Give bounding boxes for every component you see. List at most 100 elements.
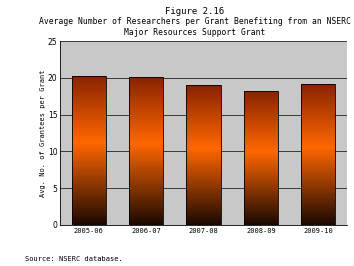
Bar (186, 176, 221, 177)
Bar (301, 183, 336, 184)
Bar (244, 190, 278, 191)
Bar (244, 172, 278, 173)
Bar (129, 147, 164, 148)
Bar (72, 189, 106, 190)
Bar (244, 202, 278, 203)
Bar (244, 132, 278, 133)
Bar (301, 149, 336, 150)
Bar (301, 97, 336, 98)
Bar (186, 155, 221, 156)
Bar (72, 125, 106, 126)
Bar (186, 119, 221, 120)
Bar (186, 129, 221, 130)
Bar (186, 137, 221, 138)
Bar (301, 161, 336, 162)
Bar (301, 130, 336, 131)
Bar (244, 109, 278, 110)
Bar (186, 193, 221, 194)
Bar (186, 180, 221, 181)
Bar (186, 207, 221, 208)
Bar (186, 101, 221, 102)
Bar (129, 162, 164, 163)
Bar (129, 81, 164, 82)
Bar (129, 194, 164, 195)
Bar (129, 88, 164, 89)
Bar (72, 168, 106, 169)
Bar (301, 84, 336, 85)
Bar (72, 207, 106, 208)
Bar (244, 175, 278, 176)
Bar (244, 220, 278, 221)
Text: Major Resources Support Grant: Major Resources Support Grant (124, 28, 266, 37)
Bar (129, 104, 164, 105)
Bar (301, 204, 336, 205)
Bar (186, 130, 221, 131)
Bar (129, 98, 164, 99)
Bar (301, 121, 336, 122)
Bar (301, 101, 336, 102)
Bar (301, 112, 336, 113)
Bar (244, 213, 278, 214)
Bar (244, 91, 278, 92)
Bar (72, 93, 106, 94)
Bar (72, 186, 106, 187)
Bar (186, 201, 221, 202)
Bar (301, 203, 336, 204)
Bar (129, 127, 164, 128)
Bar (301, 114, 336, 115)
Bar (129, 139, 164, 140)
Bar (72, 181, 106, 182)
Bar (186, 215, 221, 216)
Bar (244, 216, 278, 217)
Bar (301, 135, 336, 136)
Bar (301, 176, 336, 177)
Bar (301, 122, 336, 123)
Bar (72, 130, 106, 131)
Bar (244, 177, 278, 178)
Bar (129, 95, 164, 96)
Bar (129, 182, 164, 183)
Bar (244, 126, 278, 127)
Bar (186, 170, 221, 171)
Bar (301, 92, 336, 93)
Bar (244, 94, 278, 95)
Bar (244, 158, 278, 159)
Bar (72, 159, 106, 160)
Bar (186, 85, 221, 86)
Bar (129, 220, 164, 221)
Bar (301, 143, 336, 144)
Bar (301, 148, 336, 149)
Bar (244, 197, 278, 198)
Bar (129, 198, 164, 199)
Bar (244, 183, 278, 184)
Bar (129, 121, 164, 122)
Bar (72, 103, 106, 104)
Bar (244, 188, 278, 189)
Bar (72, 171, 106, 172)
Bar (186, 211, 221, 212)
Bar (129, 136, 164, 137)
Bar (301, 106, 336, 107)
Bar (186, 94, 221, 95)
Bar (186, 212, 221, 213)
Bar (244, 171, 278, 172)
Bar (129, 205, 164, 206)
Bar (244, 176, 278, 177)
Bar (72, 78, 106, 79)
Bar (244, 161, 278, 162)
Bar (129, 207, 164, 208)
Bar (301, 152, 336, 153)
Bar (186, 198, 221, 199)
Bar (129, 185, 164, 186)
Bar (244, 184, 278, 185)
Bar (72, 155, 106, 156)
Bar (301, 104, 336, 105)
Bar (129, 141, 164, 142)
Bar (244, 173, 278, 174)
Bar (72, 97, 106, 98)
Bar (129, 160, 164, 161)
Bar (244, 219, 278, 220)
Bar (72, 132, 106, 133)
Bar (186, 206, 221, 207)
Bar (244, 165, 278, 166)
